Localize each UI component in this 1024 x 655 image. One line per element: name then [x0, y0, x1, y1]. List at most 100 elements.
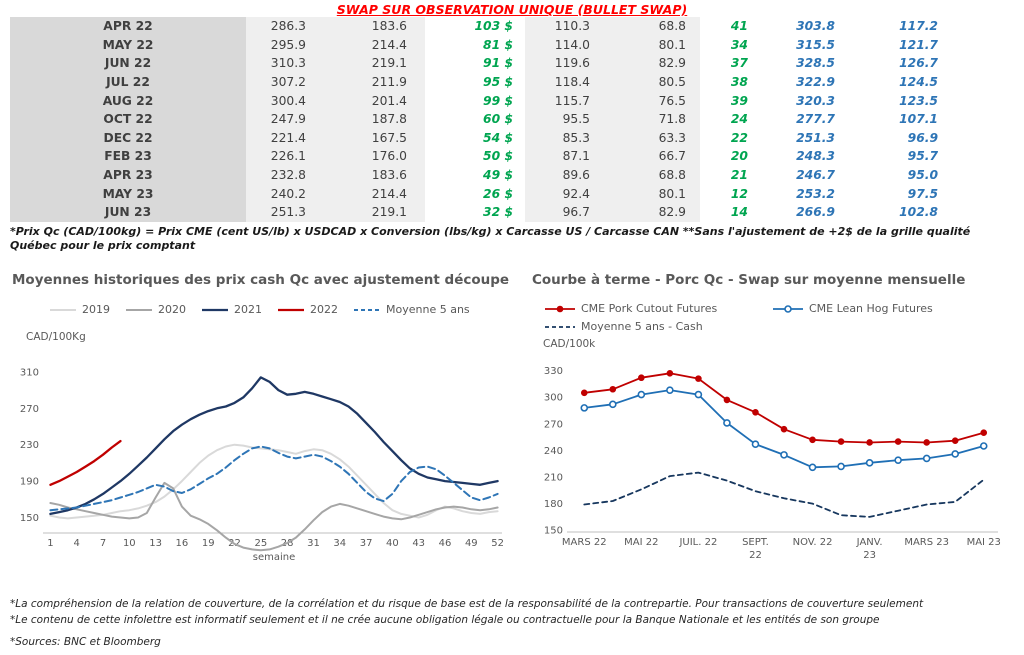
x-tick-label: 16	[176, 538, 189, 549]
data-point-marker	[695, 375, 702, 382]
gain-count-cell: 22	[730, 130, 748, 145]
table-row: JUL 22 307.2 211.9 95 $ 118.4 80.5 38 322.9 124.…	[10, 72, 1014, 92]
legend-label: Moyenne 5 ans - Cash	[581, 320, 703, 333]
legend-label: CME Lean Hog Futures	[809, 302, 933, 315]
month-cell: OCT 22	[10, 109, 246, 129]
month-cell: DEC 22	[10, 128, 246, 148]
y-tick-label: 150	[20, 513, 39, 524]
gain-count-cell: 39	[730, 93, 748, 108]
filler-cell	[950, 36, 1014, 55]
x-tick-label: 37	[360, 538, 373, 549]
data-point-marker	[808, 463, 817, 472]
disclaimer-line: *La compréhension de la relation de couv…	[10, 598, 924, 610]
table-row: JUN 22 310.3 219.1 91 $ 119.6 82.9 37 328.5 126.…	[10, 54, 1014, 73]
data-point-marker	[666, 386, 674, 394]
swap-gain-cell: 103 $	[474, 19, 513, 34]
reference-price-cell: 211.9	[320, 72, 425, 92]
qc-price-cell: 315.5	[796, 37, 835, 52]
table-row: JUN 23 251.3 219.1 32 $ 96.7 82.9 14 266.9 102.8	[10, 202, 1014, 222]
us-reference-cell: 82.9	[600, 202, 700, 222]
data-point-marker	[980, 429, 988, 437]
qc-price-kg-cell: 95.0	[907, 168, 938, 183]
reference-price-cell: 167.5	[320, 128, 425, 148]
reference-price-cell: 214.4	[320, 35, 425, 55]
filler-cell	[950, 17, 1014, 36]
left-chart-title: Moyennes historiques des prix cash Qc av…	[12, 272, 510, 288]
us-price-cell: 92.4	[525, 184, 600, 203]
table-row: MAY 22 295.9 214.4 81 $ 114.0 80.1 34 315.5 121.…	[10, 35, 1014, 55]
series-line	[49, 481, 499, 552]
legend-item: CME Pork Cutout Futures	[545, 302, 773, 315]
cme-price-cell: 286.3	[246, 17, 320, 36]
table-row: OCT 22 247.9 187.8 60 $ 95.5 71.8 24 277.7 107.1	[10, 109, 1014, 129]
filler-cell	[950, 166, 1014, 185]
data-point-marker	[580, 389, 588, 397]
data-point-marker	[609, 400, 617, 409]
data-point-marker	[609, 385, 617, 393]
swap-gain-cell: 26 $	[483, 186, 513, 201]
data-point-marker	[723, 419, 731, 427]
series-line	[49, 376, 499, 516]
swap-gain-cell: 99 $	[483, 93, 513, 108]
sources-footnote: *Sources: BNC et Bloomberg	[10, 636, 161, 648]
data-point-marker	[837, 462, 845, 471]
x-tick-label: 46	[439, 538, 452, 549]
qc-price-cell: 253.2	[796, 186, 835, 201]
legend-label: Moyenne 5 ans	[386, 303, 470, 316]
reference-price-cell: 201.4	[320, 91, 425, 110]
table-row: MAY 23 240.2 214.4 26 $ 92.4 80.1 12 253.2 97.5	[10, 184, 1014, 203]
y-tick-label: 190	[20, 477, 39, 488]
us-reference-cell: 80.1	[600, 35, 700, 55]
series-line	[49, 443, 499, 520]
qc-price-cell: 277.7	[796, 112, 835, 127]
qc-price-cell: 246.7	[796, 168, 835, 183]
y-tick-label: 270	[20, 404, 39, 415]
gain-count-cell: 38	[730, 75, 748, 90]
legend-item: 2019	[50, 303, 110, 316]
filler-cell	[950, 147, 1014, 166]
us-price-cell: 110.3	[525, 17, 600, 36]
swap-gain-cell: 54 $	[483, 130, 513, 145]
y-tick-label: 270	[544, 419, 563, 430]
swap-gain-cell: 32 $	[483, 205, 513, 220]
filler-cell	[950, 184, 1014, 203]
gain-count-cell: 41	[730, 19, 748, 34]
data-point-marker	[894, 456, 902, 464]
us-price-cell: 89.6	[525, 165, 600, 185]
series-line	[583, 471, 985, 518]
month-cell: JUN 22	[10, 54, 246, 73]
x-tick-label: 1	[47, 538, 53, 549]
qc-price-cell: 251.3	[796, 130, 835, 145]
legend-line-swatch	[545, 325, 575, 328]
legend-label: 2022	[310, 303, 338, 316]
reference-price-cell: 219.1	[320, 202, 425, 222]
legend-line-swatch	[202, 308, 228, 311]
x-tick-label: MARS 22	[562, 537, 607, 548]
disclaimer-line: *Le contenu de cette infolettre est info…	[10, 614, 880, 626]
month-cell: AUG 22	[10, 91, 246, 110]
us-reference-cell: 68.8	[600, 17, 700, 36]
us-reference-cell: 68.8	[600, 165, 700, 185]
data-point-marker	[638, 374, 645, 382]
x-tick-label: MAI 22	[624, 537, 658, 548]
us-reference-cell: 80.1	[600, 184, 700, 203]
us-price-cell: 96.7	[525, 202, 600, 222]
x-tick-label: 52	[491, 538, 504, 549]
swap-gain-cell: 50 $	[483, 149, 513, 164]
us-price-cell: 114.0	[525, 35, 600, 55]
x-tick-label: 7	[100, 538, 106, 549]
cme-price-cell: 226.1	[246, 147, 320, 166]
y-tick-label: 310	[20, 367, 39, 378]
qc-price-cell: 320.3	[796, 93, 835, 108]
reference-price-cell: 183.6	[320, 17, 425, 36]
gain-count-cell: 14	[730, 205, 748, 220]
filler-cell	[950, 73, 1014, 92]
swap-gain-cell: 49 $	[483, 168, 513, 183]
data-point-marker	[894, 438, 902, 445]
right-chart-legend-row1: CME Pork Cutout Futures CME Lean Hog Futu…	[545, 302, 933, 315]
us-price-cell: 115.7	[525, 91, 600, 110]
qc-price-cell: 266.9	[796, 205, 835, 220]
data-point-marker	[923, 439, 930, 446]
qc-price-kg-cell: 102.8	[899, 205, 938, 220]
gain-count-cell: 24	[730, 112, 748, 127]
